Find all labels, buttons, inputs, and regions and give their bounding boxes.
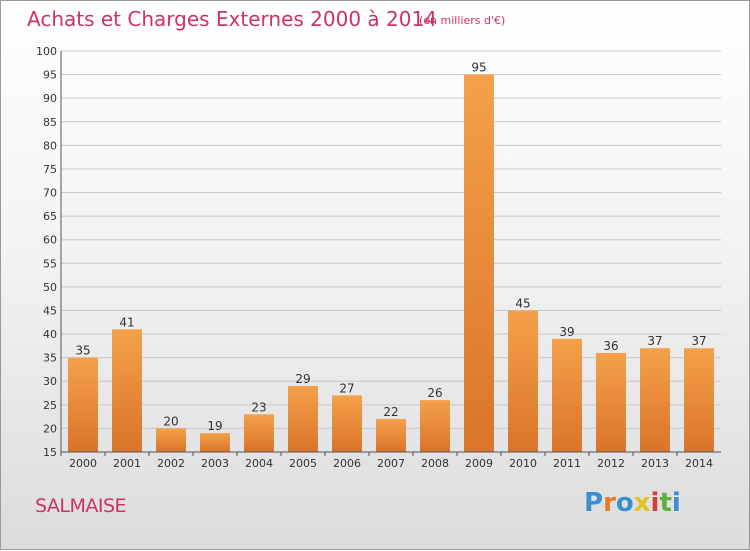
logo-letter: i (650, 488, 660, 518)
data-label: 36 (603, 339, 618, 353)
x-tick-label: 2011 (553, 457, 581, 470)
logo-letter: i (671, 488, 681, 518)
y-tick-label: 20 (43, 422, 57, 435)
x-tick-label: 2006 (333, 457, 361, 470)
bar (288, 385, 318, 452)
data-label: 29 (295, 372, 310, 386)
bar (508, 310, 538, 452)
y-tick-label: 40 (43, 328, 57, 341)
data-label: 26 (427, 386, 442, 400)
bar (684, 348, 714, 452)
y-tick-label: 65 (43, 210, 57, 223)
y-tick-label: 30 (43, 375, 57, 388)
y-tick-label: 95 (43, 69, 57, 82)
y-tick-label: 15 (43, 446, 57, 459)
x-tick-label: 2008 (421, 457, 449, 470)
y-tick-label: 35 (43, 352, 57, 365)
y-tick-label: 55 (43, 257, 57, 270)
y-tick-label: 75 (43, 163, 57, 176)
bar (68, 357, 98, 452)
data-label: 95 (471, 61, 486, 75)
commune-name: SALMAISE (35, 495, 127, 517)
x-tick-label: 2003 (201, 457, 229, 470)
bar (596, 352, 626, 452)
data-label: 41 (119, 315, 134, 329)
logo-letter: r (603, 488, 616, 518)
data-label: 45 (515, 296, 530, 310)
bar (112, 329, 142, 452)
data-label: 35 (75, 344, 90, 358)
x-tick-label: 2010 (509, 457, 537, 470)
x-tick-label: 2013 (641, 457, 669, 470)
data-label: 23 (251, 400, 266, 414)
logo-letter: P (584, 488, 604, 518)
data-label: 37 (647, 334, 662, 348)
y-tick-label: 25 (43, 399, 57, 412)
bar (244, 414, 274, 452)
y-tick-label: 50 (43, 281, 57, 294)
y-tick-label: 80 (43, 139, 57, 152)
y-tick-label: 85 (43, 116, 57, 129)
data-label: 20 (163, 414, 178, 428)
y-tick-label: 45 (43, 304, 57, 317)
bar (552, 338, 582, 452)
chart-title: Achats et Charges Externes 2000 à 2014 (27, 7, 437, 31)
x-tick-label: 2005 (289, 457, 317, 470)
bar (376, 418, 406, 452)
y-tick-label: 90 (43, 92, 57, 105)
logo-letter: t (659, 488, 672, 518)
x-tick-label: 2009 (465, 457, 493, 470)
y-tick-label: 70 (43, 187, 57, 200)
x-tick-label: 2004 (245, 457, 273, 470)
bar (640, 348, 670, 452)
logo-letter: o (615, 488, 634, 518)
x-tick-label: 2007 (377, 457, 405, 470)
bar (464, 74, 494, 453)
data-label: 22 (383, 405, 398, 419)
bar (156, 428, 186, 452)
data-label: 37 (691, 334, 706, 348)
bar (332, 395, 362, 452)
data-label: 39 (559, 325, 574, 339)
x-tick-label: 2002 (157, 457, 185, 470)
y-tick-label: 60 (43, 234, 57, 247)
x-tick-label: 2001 (113, 457, 141, 470)
data-label: 19 (207, 419, 222, 433)
data-label: 27 (339, 381, 354, 395)
x-tick-label: 2012 (597, 457, 625, 470)
chart-subtitle: (en milliers d'€) (419, 14, 506, 27)
bar (420, 400, 450, 452)
proxiti-logo: Proxiti (584, 488, 681, 518)
y-tick-label: 100 (36, 45, 57, 58)
x-tick-label: 2000 (69, 457, 97, 470)
bar (200, 433, 230, 452)
logo-letter: x (633, 488, 651, 518)
x-tick-label: 2014 (685, 457, 713, 470)
